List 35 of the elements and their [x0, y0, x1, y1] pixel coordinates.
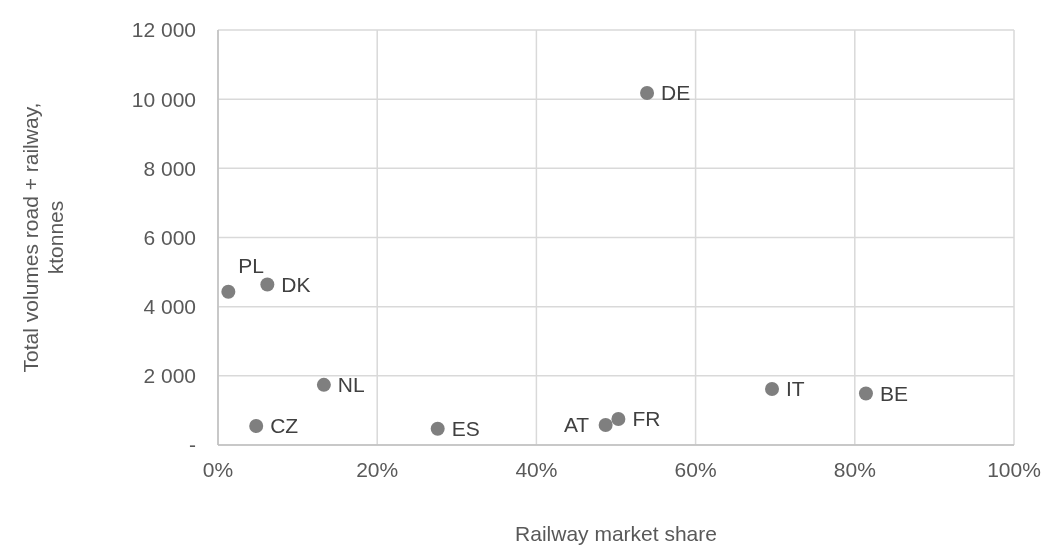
- x-axis-title: Railway market share: [515, 522, 717, 545]
- x-tick-label: 40%: [515, 458, 558, 481]
- point: [260, 277, 275, 292]
- annotation: FR: [632, 407, 661, 431]
- annotation: IT: [786, 377, 805, 401]
- point: [221, 284, 236, 299]
- point: [598, 417, 613, 432]
- x-tick-label: 20%: [356, 458, 399, 481]
- y-tick-label: 10 000: [131, 87, 196, 111]
- point: [765, 381, 780, 396]
- point: [858, 386, 873, 401]
- annotation: CZ: [270, 414, 299, 438]
- point: [611, 412, 626, 427]
- x-tick-label: 0%: [202, 458, 234, 481]
- point: [640, 85, 655, 100]
- point: [249, 418, 264, 433]
- y-tick-label: 2 000: [143, 364, 196, 388]
- x-tick-label: 100%: [987, 458, 1041, 481]
- y-tick-label: 4 000: [143, 295, 196, 319]
- annotation: BE: [879, 381, 908, 405]
- annotation: DK: [281, 272, 311, 296]
- y-axis-title: Total volumes road + railway, ktonnes: [19, 102, 68, 373]
- y-tick-label: 12 000: [131, 18, 196, 42]
- x-tick-label: 80%: [833, 458, 876, 481]
- annotation: DE: [661, 81, 691, 105]
- y-tick-label: -: [189, 433, 196, 457]
- point: [430, 421, 445, 436]
- annotation: AT: [563, 413, 590, 437]
- annotation: ES: [451, 417, 480, 441]
- annotation: NL: [337, 373, 365, 397]
- y-tick-label: 6 000: [143, 225, 196, 249]
- x-tick-label: 60%: [674, 458, 717, 481]
- point: [316, 377, 331, 392]
- y-tick-label: 8 000: [143, 156, 196, 180]
- annotation: PL: [238, 254, 265, 278]
